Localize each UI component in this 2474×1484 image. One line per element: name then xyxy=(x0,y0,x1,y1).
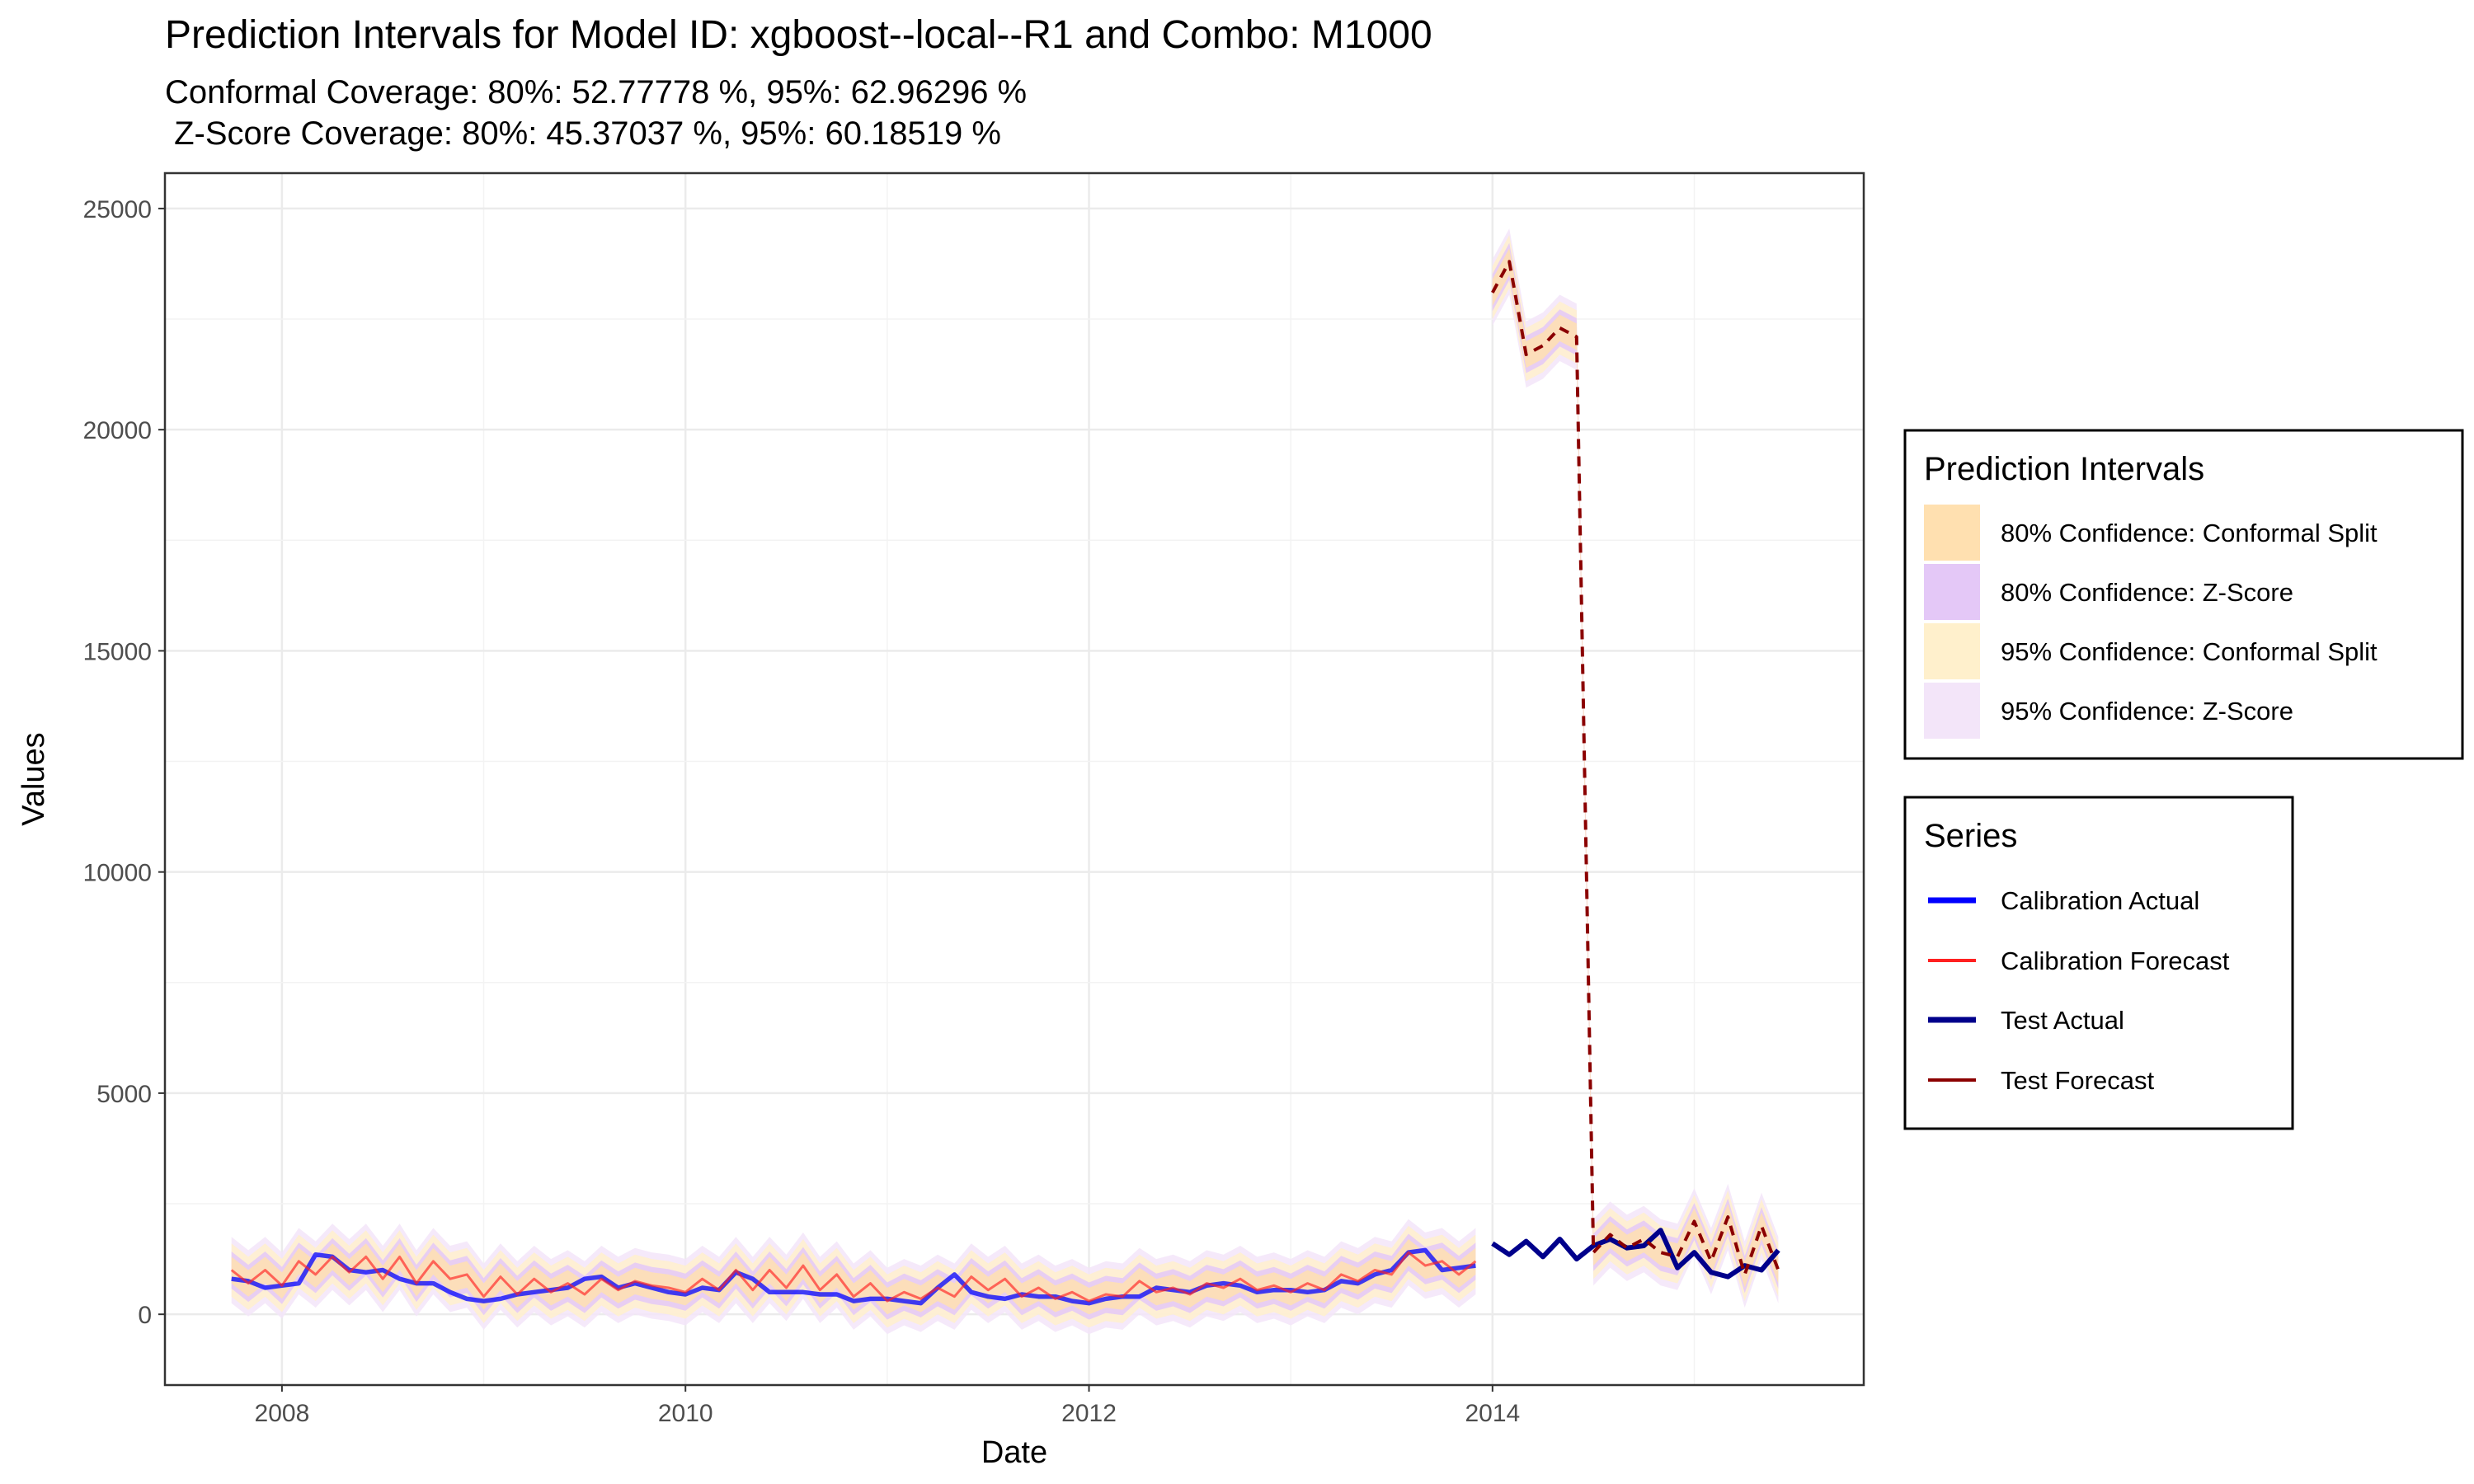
legend-prediction-intervals: Prediction Intervals 80% Confidence: Con… xyxy=(1903,429,2464,760)
y-tick-label: 25000 xyxy=(83,196,152,223)
legend-swatch-95-conformal xyxy=(1924,623,1980,679)
legend-swatch-80-conformal xyxy=(1924,505,1980,561)
legend-label-95-zscore: 95% Confidence: Z-Score xyxy=(2001,697,2293,726)
interval-band xyxy=(1492,228,1779,1308)
interval-band xyxy=(231,1239,1476,1315)
y-tick-label: 20000 xyxy=(83,417,152,444)
legend-swatch-95-zscore xyxy=(1924,683,1980,739)
legend-label-95-conformal: 95% Confidence: Conformal Split xyxy=(2001,637,2378,666)
chart-subtitle-zscore: Z-Score Coverage: 80%: 45.37037 %, 95%: … xyxy=(165,115,1001,152)
legend-series: Series Calibration Actual Calibration Fo… xyxy=(1903,796,2294,1130)
chart-title: Prediction Intervals for Model ID: xgboo… xyxy=(165,13,1432,57)
x-tick-label: 2014 xyxy=(1465,1400,1520,1427)
series-lines xyxy=(230,260,1780,1306)
y-axis-title: Values xyxy=(16,732,51,825)
y-tick-label: 5000 xyxy=(96,1081,152,1108)
series-line-test-forecast xyxy=(1491,260,1780,1276)
interval-band xyxy=(1492,235,1779,1302)
prediction-interval-bands xyxy=(231,228,1779,1335)
x-tick-label: 2008 xyxy=(255,1400,310,1427)
legend-label-calibration-actual: Calibration Actual xyxy=(2001,886,2199,915)
legend-label-calibration-forecast: Calibration Forecast xyxy=(2001,946,2230,975)
series-line-calibration-forecast xyxy=(230,1251,1477,1303)
legend-label-test-actual: Test Actual xyxy=(2001,1006,2124,1035)
y-tick-label: 0 xyxy=(138,1302,152,1329)
x-axis-ticks: 2008 2010 2012 2014 xyxy=(255,1385,1520,1427)
grid xyxy=(165,173,1864,1385)
legend-intervals-box xyxy=(1903,429,2464,760)
legend-series-box xyxy=(1903,796,2294,1130)
series-line-test-actual xyxy=(1491,1228,1780,1280)
x-tick-label: 2012 xyxy=(1061,1400,1117,1427)
legend-series-title: Series xyxy=(1924,818,2017,854)
series-line-calibration-actual xyxy=(231,1247,1476,1306)
y-tick-label: 15000 xyxy=(83,638,152,665)
x-axis-title: Date xyxy=(981,1435,1047,1470)
interval-band xyxy=(1492,242,1779,1294)
y-axis-ticks: 0 5000 10000 15000 20000 25000 xyxy=(83,196,165,1329)
legend-swatch-80-zscore xyxy=(1924,564,1980,620)
x-tick-label: 2010 xyxy=(658,1400,713,1427)
legend-label-80-conformal: 80% Confidence: Conformal Split xyxy=(2001,519,2378,547)
legend-label-80-zscore: 80% Confidence: Z-Score xyxy=(2001,578,2293,607)
legend-label-test-forecast: Test Forecast xyxy=(2001,1066,2154,1095)
plot-panel-border xyxy=(163,171,1865,1387)
interval-band xyxy=(1492,248,1779,1289)
y-tick-label: 10000 xyxy=(83,860,152,887)
chart-subtitle-conformal: Conformal Coverage: 80%: 52.77778 %, 95%… xyxy=(165,74,1027,110)
legend-intervals-title: Prediction Intervals xyxy=(1924,451,2204,487)
